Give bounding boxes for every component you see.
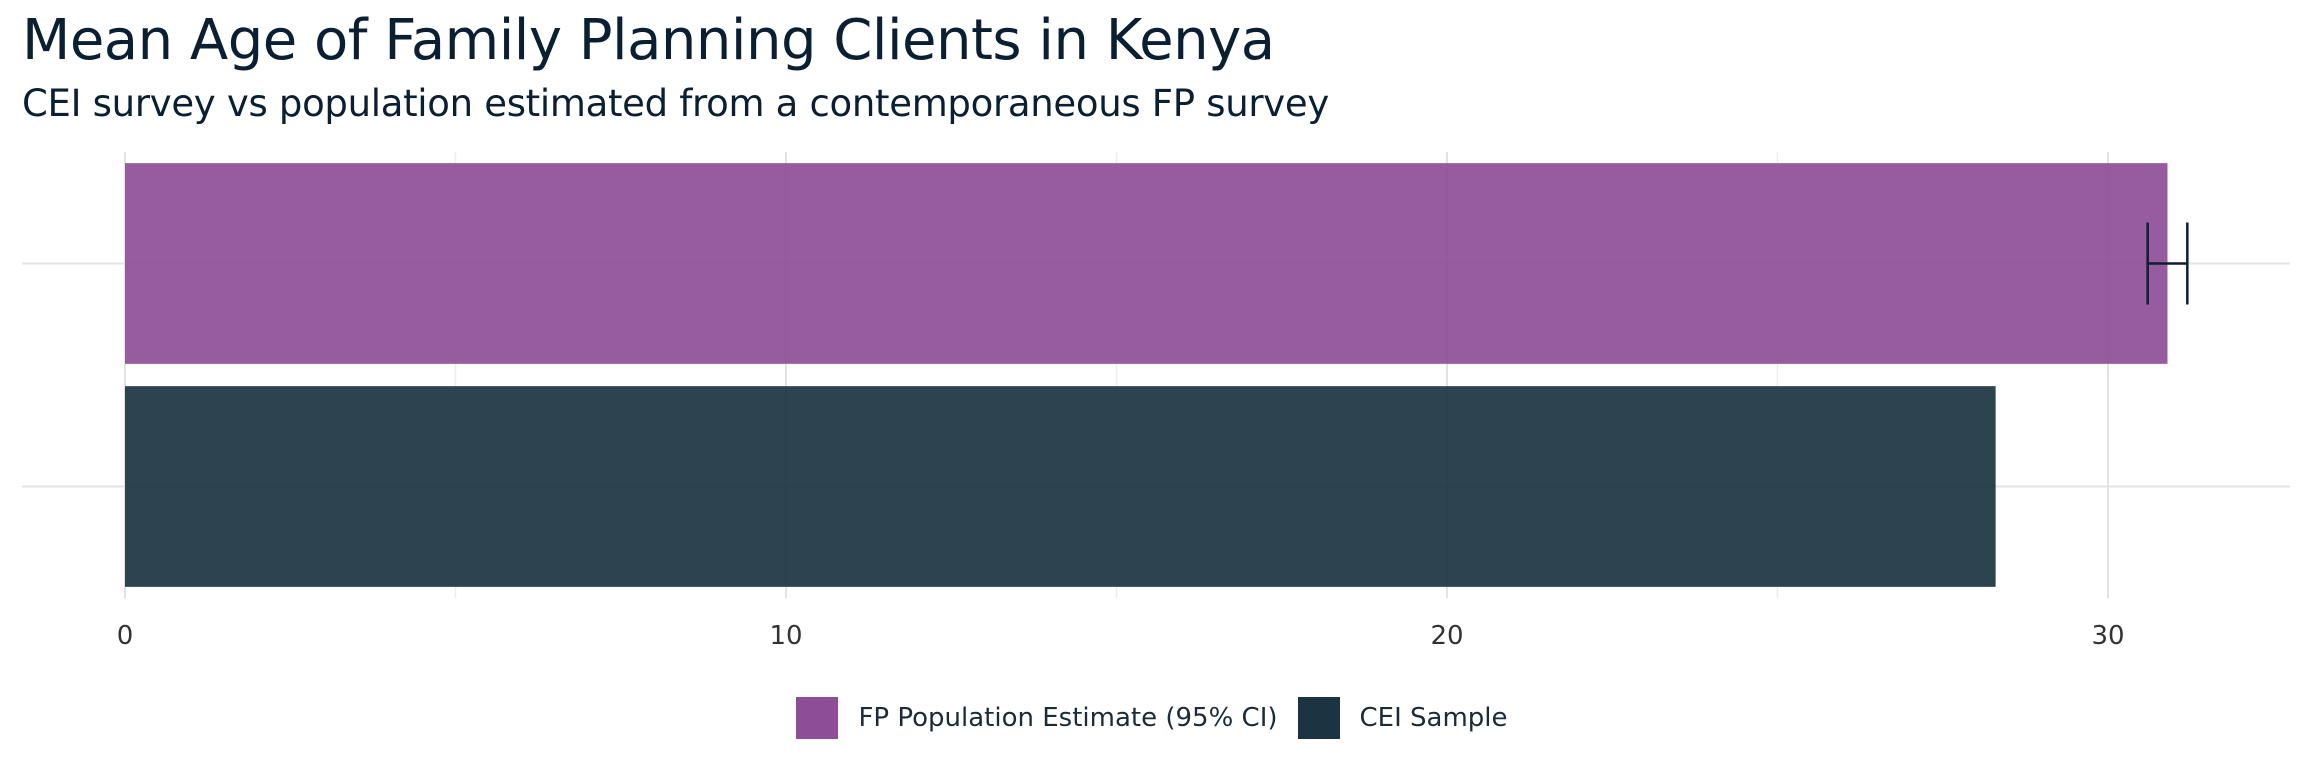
legend-label-cei-sample: CEI Sample: [1359, 703, 1508, 733]
legend-swatch-fp-population: [796, 697, 839, 739]
bar-cei-sample: [125, 386, 1996, 587]
legend-item-cei-sample: CEI Sample: [1297, 697, 1508, 739]
chart-subtitle: CEI survey vs population estimated from …: [22, 82, 1329, 125]
bar-fp-population: [125, 163, 2168, 364]
legend-swatch-cei-sample: [1297, 697, 1340, 739]
x-tick-label: 0: [117, 621, 134, 651]
legend-label-fp-population: FP Population Estimate (95% CI): [858, 703, 1278, 733]
x-tick-label: 30: [2091, 621, 2124, 651]
chart-legend: FP Population Estimate (95% CI) CEI Samp…: [0, 695, 2304, 741]
x-tick-label: 20: [1430, 621, 1463, 651]
legend-item-fp-population: FP Population Estimate (95% CI): [796, 697, 1278, 739]
x-tick-label: 10: [769, 621, 802, 651]
chart-title: Mean Age of Family Planning Clients in K…: [22, 8, 1275, 73]
